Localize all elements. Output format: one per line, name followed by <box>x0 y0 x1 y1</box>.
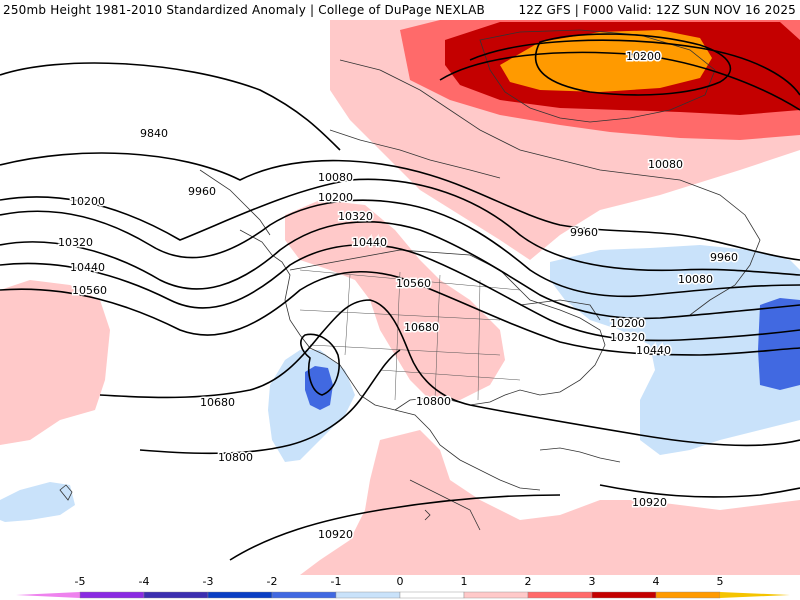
colorbar-cell <box>527 591 593 599</box>
colorbar-tick-label: 0 <box>396 575 404 588</box>
colorbar-tick-label: -4 <box>138 575 150 588</box>
contour-label: 10320 <box>338 210 373 223</box>
contour-label-group: 9840 9960 10200 10080 10200 10320 10440 … <box>57 49 740 543</box>
colorbar-tick-label: 3 <box>588 575 596 588</box>
colorbar-cell <box>720 592 790 598</box>
colorbar-tick-label: 1 <box>460 575 468 588</box>
contour-label: 10920 <box>632 496 667 509</box>
contour-label: 10920 <box>318 528 353 541</box>
colorbar-tick-label: -5 <box>74 575 86 588</box>
contour-label: 10440 <box>352 236 387 249</box>
contour-label: 10200 <box>70 195 105 208</box>
contour-label: 10200 <box>318 191 353 204</box>
contour-label: 9840 <box>140 127 168 140</box>
height-contours <box>0 33 800 561</box>
negative-anomaly-shading <box>0 245 800 522</box>
contour-label: 10200 <box>626 50 661 63</box>
contour-label: 9960 <box>710 251 738 264</box>
colorbar-cell <box>463 591 529 599</box>
contour-label: 10800 <box>416 395 451 408</box>
colorbar-cell <box>79 591 145 599</box>
colorbar-cell <box>16 592 80 598</box>
contour-label: 10560 <box>72 284 107 297</box>
model-run-info: 12Z GFS | F000 Valid: 12Z SUN NOV 16 202… <box>512 0 796 20</box>
colorbar-tick-label: 4 <box>652 575 660 588</box>
colorbar-cell <box>143 591 209 599</box>
colorbar-cell <box>207 591 273 599</box>
contour-label: 10200 <box>610 317 645 330</box>
contour-label: 10680 <box>404 321 439 334</box>
contour-label: 10680 <box>200 396 235 409</box>
colorbar <box>0 575 800 600</box>
colorbar-tick-label: -3 <box>202 575 214 588</box>
colorbar-cell <box>335 591 401 599</box>
contour-label: 10080 <box>318 171 353 184</box>
contour-label: 9960 <box>188 185 216 198</box>
colorbar-tick-label: 5 <box>716 575 724 588</box>
colorbar-tick-label: -1 <box>330 575 342 588</box>
contour-label: 9960 <box>570 226 598 239</box>
contour-label: 10320 <box>610 331 645 344</box>
colorbar-cells <box>16 591 790 599</box>
colorbar-tick-label: -2 <box>266 575 278 588</box>
colorbar-cell <box>655 591 721 599</box>
contour-label: 10440 <box>70 261 105 274</box>
colorbar-cell <box>271 591 337 599</box>
contour-label: 10800 <box>218 451 253 464</box>
colorbar-tick-label: 2 <box>524 575 532 588</box>
contour-label: 10560 <box>396 277 431 290</box>
contour-label: 10080 <box>648 158 683 171</box>
contour-label: 10080 <box>678 273 713 286</box>
map-title: 250mb Height 1981-2010 Standardized Anom… <box>3 0 491 20</box>
contour-label: 10440 <box>636 344 671 357</box>
colorbar-cell <box>399 591 465 599</box>
colorbar-cell <box>591 591 657 599</box>
political-borders <box>299 269 521 401</box>
contour-label: 10320 <box>58 236 93 249</box>
